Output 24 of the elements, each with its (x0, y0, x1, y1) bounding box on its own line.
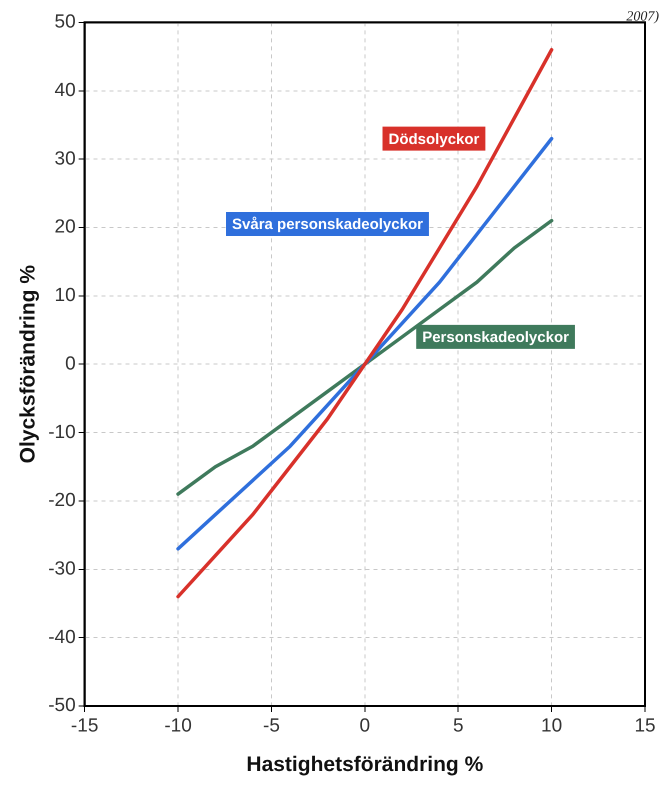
x-tick-label: 15 (634, 716, 656, 737)
annotation: 2007) (626, 10, 660, 25)
series-label: Personskadeolyckor (422, 328, 570, 346)
y-tick-label: -50 (48, 695, 76, 716)
y-tick-label: 10 (54, 285, 76, 306)
y-tick-label: -30 (48, 558, 76, 580)
y-tick-label: 0 (65, 353, 76, 374)
x-tick-label: -5 (262, 716, 280, 737)
y-tick-label: -10 (48, 422, 76, 443)
x-axis-title: Hastighetsförändring % (246, 753, 484, 776)
y-tick-label: 30 (54, 148, 76, 170)
y-tick-label: 50 (54, 12, 76, 33)
x-tick-label: 0 (360, 716, 370, 737)
text: Svåra personskadeolyckor (232, 216, 424, 234)
y-axis-title: Olycksförändring % (16, 264, 40, 464)
x-tick-label: 10 (541, 716, 562, 737)
y-tick-label: 40 (54, 80, 76, 101)
x-tick-label: 5 (452, 716, 464, 737)
series-label: Dödsolyckor (388, 130, 480, 148)
y-tick-label: -20 (48, 490, 76, 512)
y-tick-label: 20 (54, 216, 76, 238)
y-tick-label: -40 (48, 626, 76, 648)
x-tick-label: -10 (164, 716, 192, 737)
x-tick-label: -15 (70, 716, 98, 737)
